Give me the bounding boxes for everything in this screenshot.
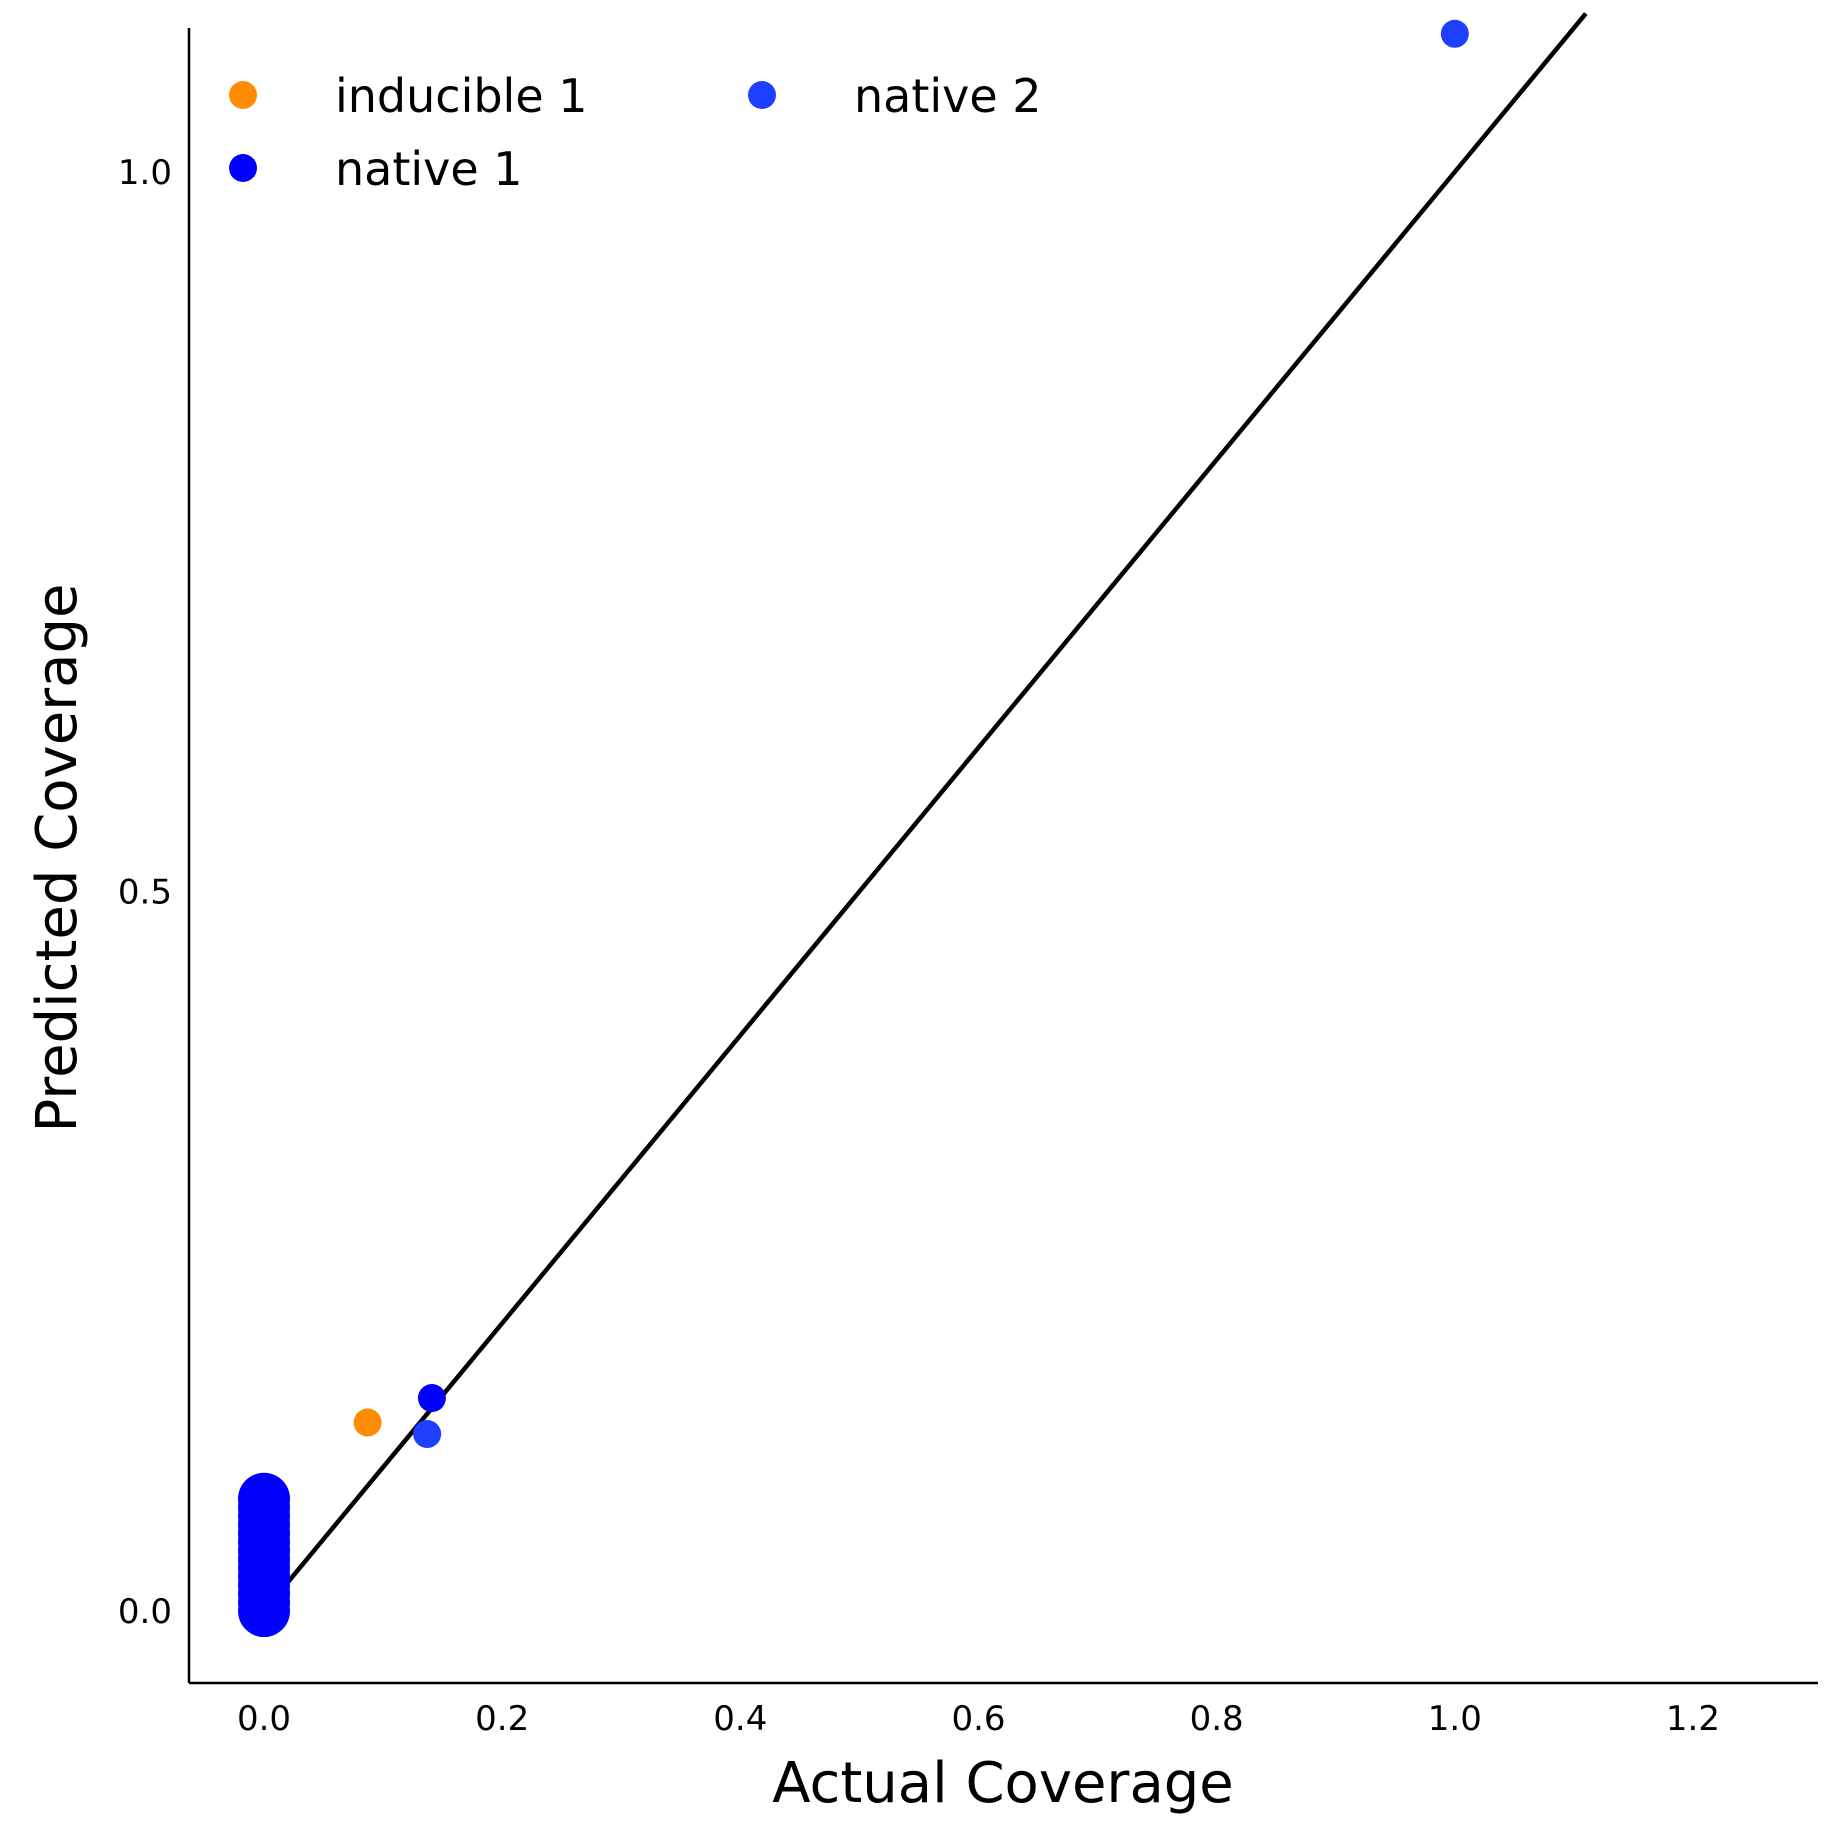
axes [187, 28, 1818, 1685]
y-tick-label: 1.0 [118, 153, 172, 193]
x-tick-label: 0.8 [1190, 1699, 1244, 1739]
y-axis-title: Predicted Coverage [25, 584, 90, 1133]
x-axis-title: Actual Coverage [772, 1751, 1234, 1816]
data-point [417, 1384, 446, 1413]
data-point [353, 1408, 382, 1437]
legend-marker [229, 81, 257, 109]
data-point [238, 1472, 291, 1525]
legend-marker [748, 81, 776, 109]
data-points [238, 19, 1469, 1638]
y-tick-label: 0.0 [118, 1592, 172, 1632]
x-tick-labels: 0.0 0.2 0.4 0.6 0.8 1.0 1.2 [237, 1699, 1720, 1739]
legend-label: inducible 1 [335, 69, 588, 123]
legend-marker [229, 154, 257, 182]
y-tick-labels: 0.0 0.5 1.0 [118, 153, 172, 1632]
x-tick-label: 0.2 [475, 1699, 529, 1739]
legend: inducible 1 native 1 native 2 [229, 69, 1042, 196]
reference-line [262, 12, 1588, 1613]
y-tick-label: 0.5 [118, 872, 172, 912]
legend-label: native 2 [854, 69, 1042, 123]
data-point [1440, 19, 1469, 48]
x-tick-label: 0.6 [951, 1699, 1005, 1739]
data-point [413, 1420, 442, 1449]
x-tick-label: 0.4 [713, 1699, 767, 1739]
x-tick-label: 0.0 [237, 1699, 291, 1739]
x-tick-label: 1.2 [1666, 1699, 1720, 1739]
legend-label: native 1 [335, 142, 523, 196]
x-tick-label: 1.0 [1428, 1699, 1482, 1739]
plot-area [238, 12, 1588, 1638]
